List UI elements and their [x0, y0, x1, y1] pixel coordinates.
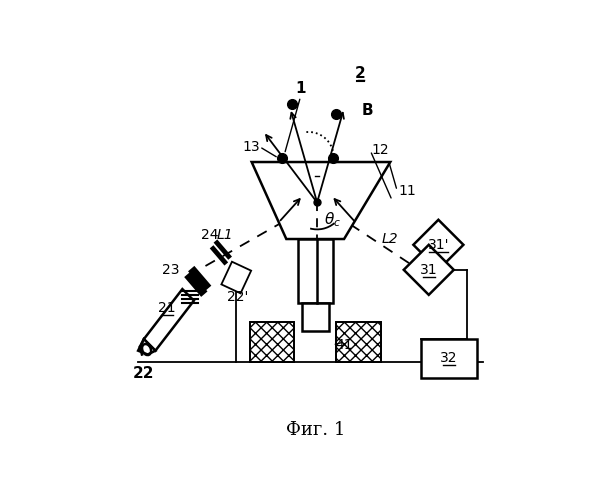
Text: 41: 41: [335, 338, 353, 352]
Polygon shape: [144, 289, 194, 350]
Text: 1: 1: [295, 82, 306, 96]
Polygon shape: [138, 339, 156, 354]
Bar: [250, 322, 294, 362]
Text: 21: 21: [158, 302, 176, 316]
Text: $\theta_c$: $\theta_c$: [324, 210, 341, 229]
Text: 22: 22: [133, 366, 154, 382]
Polygon shape: [413, 220, 464, 270]
Text: 23: 23: [162, 263, 180, 277]
Bar: [421, 339, 477, 378]
Text: Фиг. 1: Фиг. 1: [285, 420, 345, 438]
Text: L1: L1: [216, 228, 233, 242]
Text: 13: 13: [243, 140, 261, 153]
Text: L2: L2: [382, 232, 399, 246]
Polygon shape: [221, 262, 251, 294]
Text: 31: 31: [420, 263, 438, 277]
Bar: [250, 322, 294, 362]
Text: 12: 12: [371, 144, 389, 158]
Text: 31': 31': [427, 238, 449, 252]
Polygon shape: [302, 302, 328, 332]
Text: B: B: [362, 102, 373, 118]
Polygon shape: [403, 245, 454, 295]
Polygon shape: [252, 162, 391, 239]
Polygon shape: [298, 239, 333, 302]
Bar: [336, 322, 381, 362]
Text: 11: 11: [398, 184, 416, 198]
Text: 24: 24: [200, 228, 218, 242]
Text: 22': 22': [228, 290, 249, 304]
Bar: [336, 322, 381, 362]
Text: 2: 2: [355, 66, 366, 81]
Text: 32: 32: [440, 352, 458, 366]
